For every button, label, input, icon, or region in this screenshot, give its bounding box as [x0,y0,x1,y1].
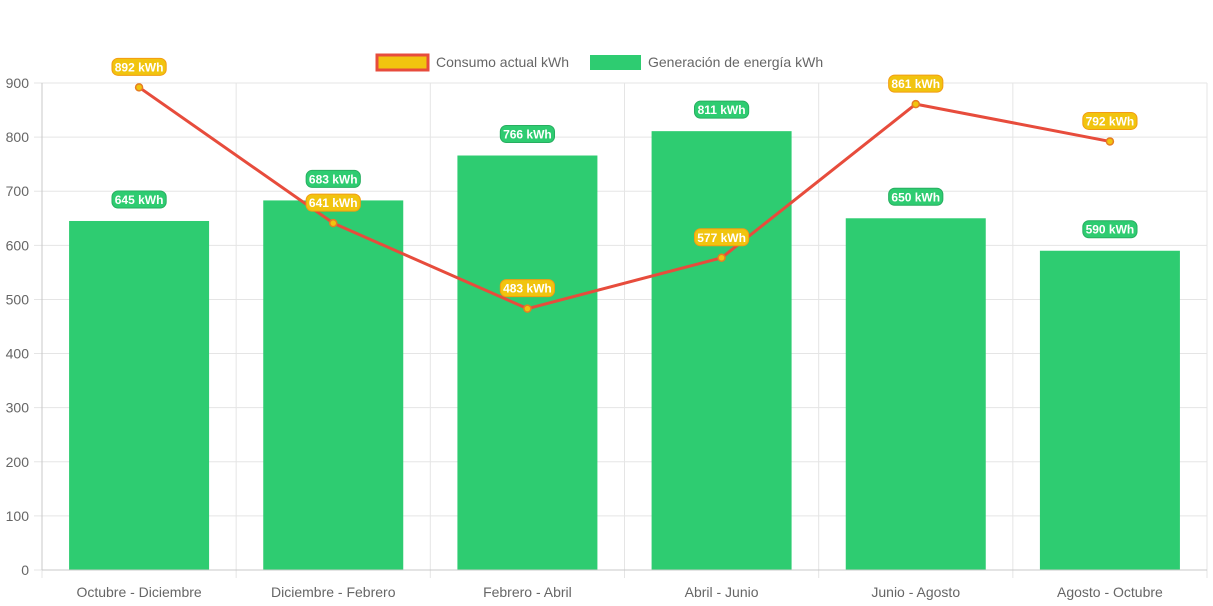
line-data-label-bg [111,57,167,76]
line-series [134,83,1115,313]
x-tick-label: Abril - Junio [685,584,759,600]
bar-data-label-bg [1082,220,1138,239]
bar [69,220,210,570]
bar [1039,250,1180,570]
bar-data-label-bg [305,169,361,188]
line-data-label: 483 kWh [499,279,556,298]
y-tick-label: 400 [6,346,30,362]
legend: Consumo actual kWh Generación de energía … [375,53,823,72]
line-data-label-bg [499,279,556,298]
y-tick-label: 300 [6,400,30,416]
line-point [134,83,144,92]
y-tick-label: 600 [6,237,30,253]
line-point [329,218,338,228]
y-tick-label: 500 [6,291,30,307]
line-point [717,253,726,263]
line-point [523,304,532,313]
line-point [1105,137,1115,146]
line-data-label: 577 kWh [693,228,750,247]
bar [457,155,598,570]
bar-data-label: 590 kWh [1082,220,1138,239]
line-data-label-text: 577 kWh [697,231,746,245]
bar-data-label-bg [499,125,556,144]
line-data-label-bg [305,193,361,212]
bar [845,218,986,570]
line-data-label-text: 483 kWh [503,282,552,296]
bar [263,200,404,570]
line-data-label-text: 892 kWh [115,60,164,74]
bar-data-label-bg [693,100,750,119]
bar [651,131,792,571]
axes: 0 100 200 300 400 500 600 700 800 900 Octubre - Di… [6,75,1207,600]
bar-data-label: 645 kWh [111,190,167,209]
legend-item-generacion[interactable]: Generación de energía kWh [590,54,823,70]
bar-data-label-text: 645 kWh [115,193,164,207]
consumo-line [138,86,1111,311]
legend-swatch-consumo [375,53,430,72]
bar-data-label-bg [888,187,944,206]
y-tick-label: 200 [6,454,30,470]
line-data-label-text: 861 kWh [891,77,940,91]
line-data-label-text: 641 kWh [309,196,358,210]
line-data-label-bg [1082,111,1138,130]
y-tick-label: 800 [6,129,30,145]
bar-data-label: 683 kWh [305,169,361,188]
bar-data-label-bg [111,190,167,209]
grid-lines [34,82,1208,578]
bar-data-label-text: 683 kWh [309,172,358,186]
data-labels: 645 kWh 683 kWh 766 kWh 811 kWh 650 kWh 590 k… [111,57,1138,298]
line-data-label-bg [888,74,944,93]
bar-data-label: 766 kWh [499,125,556,144]
y-tick-label: 0 [21,562,29,578]
x-tick-label: Junio - Agosto [871,584,960,600]
line-data-label: 861 kWh [888,74,944,93]
bar-data-label-text: 650 kWh [891,190,940,204]
y-tick-label: 900 [6,75,30,91]
x-tick-label: Octubre - Diciembre [76,584,201,600]
bar-series [69,131,1180,571]
x-tick-label: Diciembre - Febrero [271,584,396,600]
line-data-label-text: 792 kWh [1086,114,1135,128]
bar-data-label: 650 kWh [888,187,944,206]
bar-data-label-text: 590 kWh [1086,223,1135,237]
bar-data-label-text: 811 kWh [698,103,746,117]
y-tick-label: 100 [6,508,30,524]
line-data-label: 892 kWh [111,57,167,76]
line-data-label: 641 kWh [305,193,361,212]
legend-item-consumo[interactable]: Consumo actual kWh [375,53,569,72]
line-data-label-bg [693,228,750,247]
line-data-label: 792 kWh [1082,111,1138,130]
y-tick-label: 700 [6,183,30,199]
bar-data-label-text: 766 kWh [503,128,552,142]
legend-label-generacion: Generación de energía kWh [648,54,823,70]
legend-swatch-generacion [590,55,641,70]
x-tick-label: Febrero - Abril [483,584,572,600]
bar-data-label: 811 kWh [693,100,750,119]
line-point [911,99,920,109]
legend-label-consumo: Consumo actual kWh [436,54,569,70]
x-tick-label: Agosto - Octubre [1057,584,1163,600]
